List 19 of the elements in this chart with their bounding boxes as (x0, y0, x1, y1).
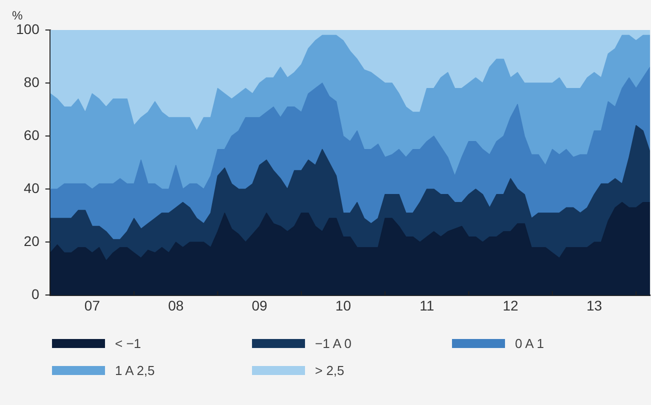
y-tick-label: 0 (32, 286, 40, 302)
y-tick-label: 60 (24, 126, 40, 143)
legend-label: < −1 (115, 336, 142, 351)
x-tick-label: 09 (252, 297, 268, 314)
x-tick-label: 10 (335, 297, 352, 314)
y-tick-label: 20 (24, 233, 40, 250)
y-tick-label: 100 (16, 20, 40, 37)
legend-label: 0 A 1 (515, 336, 544, 351)
legend-label: 1 A 2,5 (115, 363, 155, 378)
x-tick-label: 08 (168, 297, 184, 314)
x-tick-label: 07 (84, 297, 100, 314)
y-tick-label: 80 (24, 74, 40, 90)
y-tick-label: 40 (24, 180, 40, 196)
x-tick-label: 12 (502, 297, 519, 314)
x-tick-label: 11 (420, 297, 434, 314)
legend-label: −1 A 0 (315, 336, 352, 351)
legend-label: > 2,5 (315, 363, 344, 378)
x-tick-label: 13 (586, 297, 602, 314)
y-axis-title: % (12, 8, 23, 22)
